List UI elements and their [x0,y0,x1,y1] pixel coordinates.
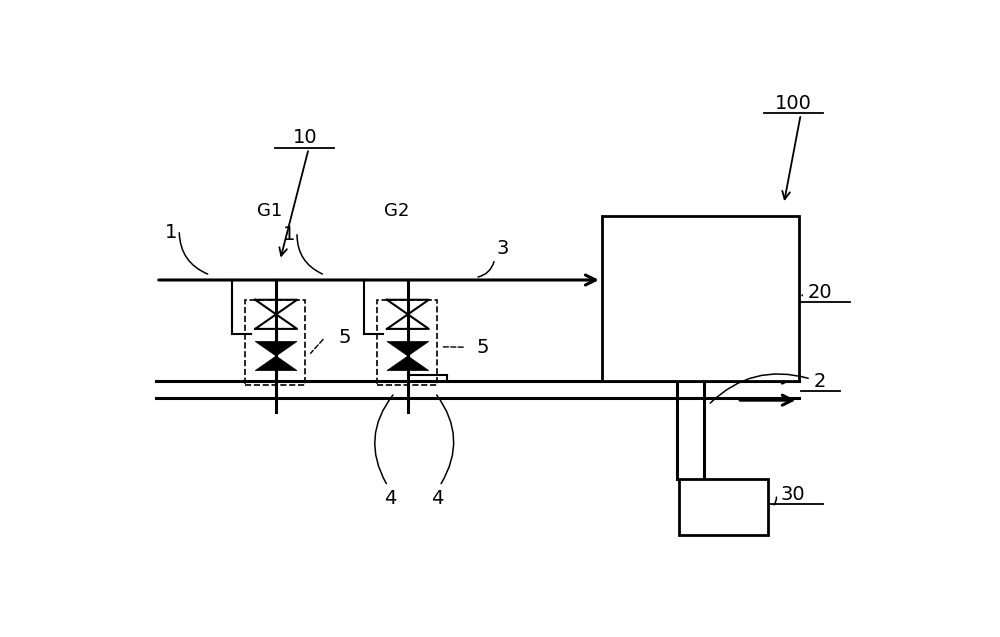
Bar [377,299,437,385]
Polygon shape [255,341,297,356]
Text: 5: 5 [477,338,489,357]
Text: 30: 30 [781,485,805,504]
Text: 100: 100 [775,94,811,113]
Text: G1: G1 [257,203,283,220]
Polygon shape [387,356,429,371]
Bar [679,478,768,535]
Text: 4: 4 [431,489,444,508]
Text: 3: 3 [496,239,509,257]
Polygon shape [387,341,429,356]
Text: G2: G2 [384,203,409,220]
Text: 2: 2 [814,372,826,391]
Polygon shape [255,356,297,371]
Text: 1: 1 [283,225,295,244]
Bar [602,216,799,380]
Text: 5: 5 [338,328,351,347]
Text: 4: 4 [384,489,396,508]
Bar [245,299,305,385]
Text: 1: 1 [165,223,178,242]
Text: 20: 20 [808,283,832,302]
Text: 10: 10 [292,128,317,147]
